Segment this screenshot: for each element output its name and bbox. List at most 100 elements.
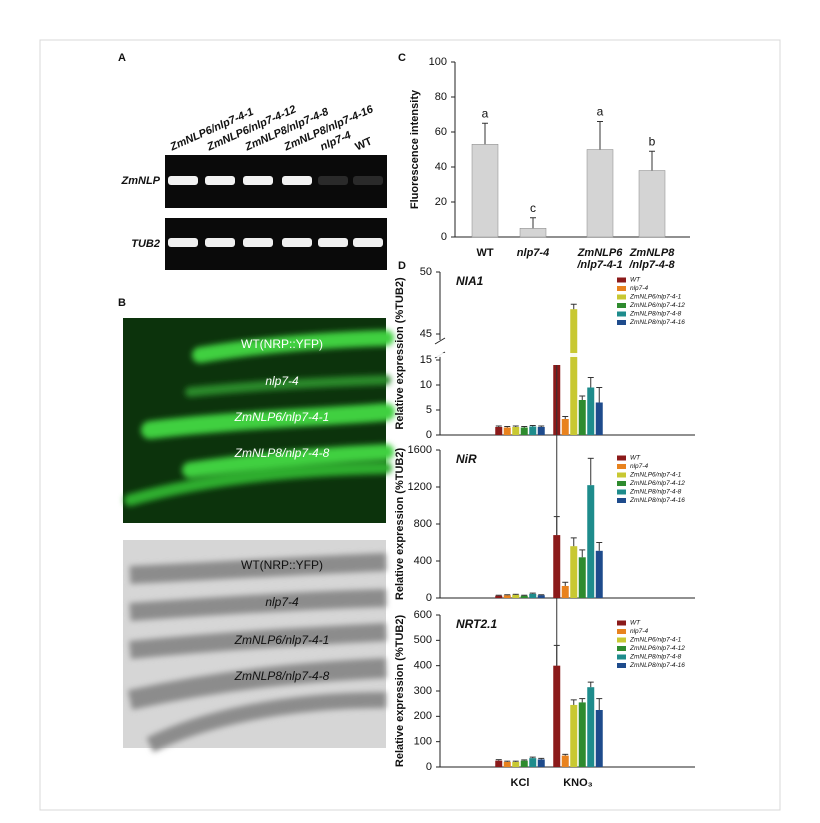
root [182, 444, 394, 478]
bar [520, 595, 528, 598]
panel-label: B [118, 297, 126, 309]
gel-row-label: ZmNLP [121, 175, 161, 187]
legend-label: ZmNLP6/nlp7-4-1 [629, 294, 682, 301]
bar [537, 759, 545, 767]
legend-swatch [617, 472, 626, 478]
bar [503, 427, 511, 435]
image-label: WT(NRP::YFP) [241, 558, 323, 572]
gel-band [205, 238, 235, 247]
legend-swatch [617, 481, 626, 486]
legend-swatch [617, 620, 626, 626]
gel-band [243, 238, 273, 247]
bar [495, 760, 503, 767]
bar [595, 710, 603, 767]
error-bar [587, 457, 594, 486]
error-bar [530, 217, 536, 229]
image-label: WT(NRP::YFP) [241, 337, 323, 351]
x-tick-label: KNO₃ [563, 777, 593, 789]
panel-label: A [118, 52, 126, 64]
y-tick-label: 0 [426, 429, 432, 441]
error-bar [512, 425, 519, 427]
error-bar [570, 699, 577, 705]
y-tick-label: 100 [414, 736, 432, 748]
bar [561, 755, 569, 767]
legend-swatch [617, 646, 626, 651]
axis-break-gap [434, 353, 695, 357]
bar [520, 427, 528, 435]
root [129, 553, 387, 584]
y-axis-label: Fluorescence intensity [409, 89, 421, 209]
error-bar [529, 592, 536, 594]
bar [587, 387, 595, 435]
image-label: ZmNLP8/nlp7-4-8 [234, 669, 330, 683]
root [146, 692, 387, 753]
image-label: nlp7-4 [265, 374, 299, 388]
y-tick-label: 800 [414, 518, 432, 530]
panel-label: D [398, 260, 406, 272]
gel-strip [165, 155, 387, 208]
error-bar [521, 759, 528, 761]
legend-label: ZmNLP8/nlp7-4-16 [629, 319, 685, 326]
error-bar [562, 753, 569, 756]
error-bar [495, 425, 502, 427]
legend-label: ZmNLP8/nlp7-4-8 [629, 654, 682, 661]
legend-swatch [617, 311, 626, 317]
y-tick-label: 1600 [408, 444, 432, 456]
legend-swatch [617, 320, 626, 325]
error-bar [512, 760, 519, 762]
legend-swatch [617, 464, 626, 469]
error-bar [538, 757, 545, 760]
root [185, 375, 391, 397]
legend-swatch [617, 654, 626, 660]
bar [495, 427, 503, 435]
bar [578, 557, 586, 598]
legend-label: ZmNLP8/nlp7-4-16 [629, 497, 685, 504]
y-tick-label: 45 [420, 328, 432, 340]
legend-swatch [617, 498, 626, 503]
significance-letter: a [597, 105, 604, 119]
error-bar [587, 377, 594, 388]
gel-band [168, 176, 198, 185]
x-tick-label: WT [476, 247, 493, 259]
y-tick-label: 500 [414, 634, 432, 646]
image-label: ZmNLP6/nlp7-4-1 [234, 633, 330, 647]
root [141, 403, 395, 439]
legend-label: ZmNLP6/nlp7-4-1 [629, 472, 682, 479]
bar [503, 595, 511, 598]
bar [578, 400, 586, 435]
y-tick-label: 100 [429, 56, 447, 68]
bar [587, 485, 595, 598]
y-tick-label: 400 [414, 555, 432, 567]
bar [495, 595, 503, 598]
root [129, 623, 387, 659]
legend-label: nlp7-4 [630, 628, 648, 635]
y-tick-label: 5 [426, 404, 432, 416]
error-bar [504, 760, 511, 762]
bar [587, 687, 595, 767]
legend-label: ZmNLP8/nlp7-4-16 [629, 662, 685, 669]
y-tick-label: 0 [426, 761, 432, 773]
legend-swatch [617, 455, 626, 461]
error-bar [596, 542, 603, 551]
y-tick-label: 80 [435, 91, 447, 103]
error-bar [553, 516, 560, 536]
significance-letter: c [530, 201, 536, 215]
bar [595, 402, 603, 435]
legend-label: WT [630, 277, 641, 284]
y-tick-label: 60 [435, 126, 447, 138]
bar [529, 758, 537, 767]
root [129, 589, 387, 621]
gel-strip [165, 218, 387, 270]
legend-swatch [617, 303, 626, 308]
y-tick-label: 1200 [408, 481, 432, 493]
image-label: ZmNLP8/nlp7-4-8 [234, 446, 330, 460]
y-tick-label: 10 [420, 379, 432, 391]
bar [503, 761, 511, 767]
bar [471, 144, 499, 238]
legend-swatch [617, 294, 626, 300]
gel-band [318, 238, 348, 247]
legend-label: nlp7-4 [630, 463, 648, 470]
error-bar [529, 425, 536, 427]
